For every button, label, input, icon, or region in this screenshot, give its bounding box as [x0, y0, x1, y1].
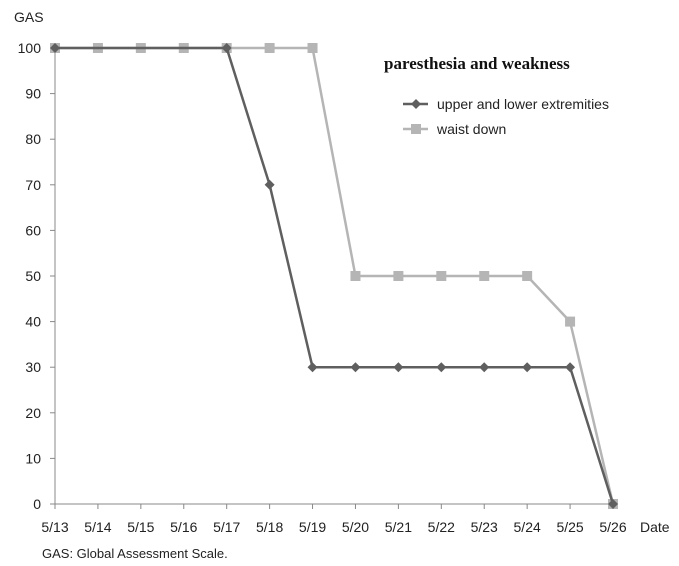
data-point-diamond	[50, 43, 60, 53]
legend: upper and lower extremities waist down	[403, 96, 609, 137]
y-tick-label: 30	[25, 359, 41, 375]
data-point-diamond	[393, 362, 404, 373]
legend-item: upper and lower extremities	[403, 96, 609, 112]
legend-item: waist down	[403, 121, 506, 137]
chart-title: paresthesia and weakness	[384, 54, 570, 73]
x-tick-label: 5/25	[556, 519, 583, 535]
legend-label: waist down	[436, 121, 506, 137]
y-tick-label: 50	[25, 268, 41, 284]
y-tick-label: 40	[25, 314, 41, 330]
x-tick-label: 5/18	[256, 519, 283, 535]
y-axis-title: GAS	[14, 9, 44, 25]
y-tick-label: 10	[25, 450, 41, 466]
y-tick-label: 60	[25, 222, 41, 238]
x-tick-label: 5/26	[599, 519, 626, 535]
y-tick-label: 90	[25, 86, 41, 102]
data-point-square	[479, 271, 490, 281]
data-point-diamond	[350, 362, 361, 373]
data-point-square	[565, 316, 576, 327]
data-point-square	[522, 271, 533, 281]
data-point-square	[264, 43, 275, 53]
y-tick-label: 70	[25, 177, 41, 193]
data-point-diamond	[436, 362, 447, 373]
x-tick-label: 5/16	[170, 519, 197, 535]
x-tick-label: 5/22	[428, 519, 455, 535]
x-tick-label: 5/13	[41, 519, 68, 535]
data-point-square	[307, 43, 318, 53]
y-tick-label: 20	[25, 405, 41, 421]
legend-marker-square	[411, 124, 421, 134]
x-tick-label: 5/24	[514, 519, 541, 535]
series-layer	[50, 43, 618, 509]
legend-label: upper and lower extremities	[437, 96, 609, 112]
y-axis: 0 10 20 30 40 50 60 70 80 90 100 GAS	[14, 9, 56, 512]
data-point-diamond	[221, 43, 232, 53]
x-tick-label: 5/21	[385, 519, 412, 535]
data-point-diamond	[608, 499, 618, 509]
x-tick-label: 5/23	[471, 519, 498, 535]
x-tick-label: 5/20	[342, 519, 369, 535]
data-point-square	[393, 271, 404, 281]
x-tick-label: 5/14	[84, 519, 111, 535]
x-tick-label: 5/19	[299, 519, 326, 535]
data-point-diamond	[307, 362, 318, 373]
y-tick-label: 0	[33, 496, 41, 512]
x-axis-title: Date	[640, 519, 670, 535]
data-point-diamond	[479, 362, 490, 373]
data-point-diamond	[264, 179, 275, 190]
legend-marker-diamond	[411, 99, 421, 109]
x-tick-label: 5/17	[213, 519, 240, 535]
x-axis: 5/13 5/14 5/15 5/16 5/17 5/18 5/19 5/20 5/21 5/22…	[41, 503, 670, 535]
data-point-diamond	[565, 362, 576, 373]
footnote: GAS: Global Assessment Scale.	[42, 546, 228, 561]
x-tick-label: 5/15	[127, 519, 154, 535]
y-tick-label: 100	[18, 40, 42, 56]
y-tick-label: 80	[25, 131, 41, 147]
data-point-square	[436, 271, 447, 281]
data-point-diamond	[522, 362, 533, 373]
data-point-square	[350, 271, 361, 281]
